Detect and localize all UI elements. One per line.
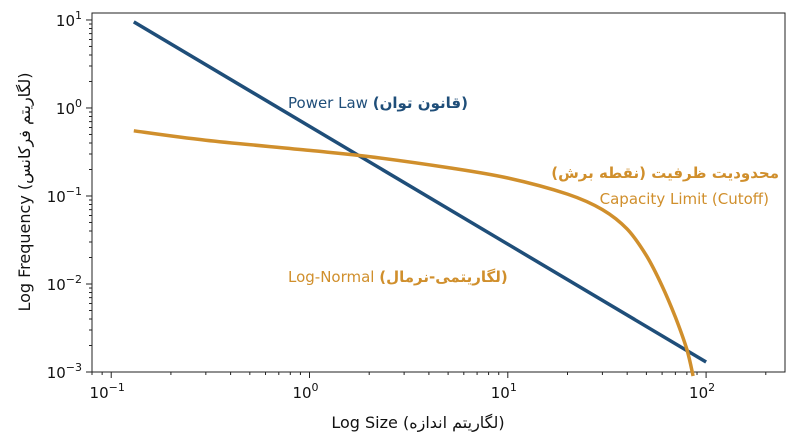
y-tick-label: 10−2 xyxy=(47,273,82,294)
annotation-power-law-en: Power Law xyxy=(288,94,368,112)
x-axis-ticks: 10−1 100 101 102 xyxy=(90,372,767,402)
series-power-law-line xyxy=(132,20,707,364)
y-tick-label: 101 xyxy=(56,9,82,30)
y-tick-label: 10−3 xyxy=(47,361,82,382)
y-tick-label: 100 xyxy=(56,97,82,118)
annotation-cutoff-en: Capacity Limit (Cutoff) xyxy=(600,190,769,208)
annotation-log-normal-fa: (لگاریتمی-نرمال) xyxy=(379,268,507,286)
y-axis-ticks: 10−3 10−2 10−1 100 101 xyxy=(47,9,92,382)
y-tick-label: 10−1 xyxy=(47,185,82,206)
x-axis-label: Log Size (لگاریتم اندازه) xyxy=(331,413,504,433)
x-tick-label: 10−1 xyxy=(90,381,125,402)
annotation-power-law-fa: (قانون توان) xyxy=(373,94,468,112)
x-tick-label: 102 xyxy=(689,381,715,402)
annotation-log-normal: Log-Normal (لگاریتمی-نرمال) xyxy=(288,268,508,286)
plot-frame xyxy=(91,12,786,373)
annotation-cutoff-fa: محدودیت ظرفیت (نقطه برش) xyxy=(551,164,779,182)
annotation-power-law: Power Law (قانون توان) xyxy=(288,94,468,112)
x-tick-label: 100 xyxy=(292,381,318,402)
x-tick-label: 101 xyxy=(491,381,517,402)
y-axis-label: Log Frequency (لگاریتم فرکانس) xyxy=(15,72,35,311)
series-log-normal-line xyxy=(133,129,695,377)
series-layer xyxy=(132,20,707,377)
annotation-log-normal-en: Log-Normal xyxy=(288,268,374,286)
